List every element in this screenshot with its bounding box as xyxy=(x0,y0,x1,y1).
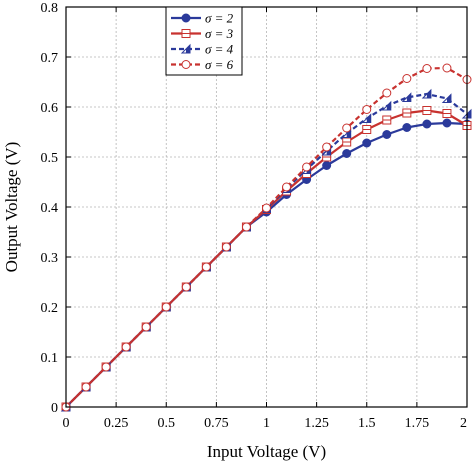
data-point xyxy=(121,342,131,352)
data-point xyxy=(302,162,312,172)
legend-entry: σ = 3 xyxy=(171,26,234,41)
x-tick-label: 1.25 xyxy=(304,416,329,431)
data-point xyxy=(402,108,412,118)
x-tick-label: 1.75 xyxy=(405,416,430,431)
legend-label: σ = 3 xyxy=(205,26,234,41)
triangle-marker-fill xyxy=(386,102,391,110)
y-tick-label: 0.7 xyxy=(41,51,59,66)
data-point xyxy=(180,43,191,54)
data-point xyxy=(322,142,332,152)
data-point xyxy=(422,64,432,73)
y-tick-label: 0.8 xyxy=(41,1,59,16)
data-point xyxy=(422,119,432,129)
data-point xyxy=(401,92,412,102)
data-point xyxy=(181,13,191,23)
series-layer xyxy=(60,63,472,412)
data-point xyxy=(381,100,392,111)
data-point xyxy=(362,125,372,134)
data-point xyxy=(161,302,171,312)
y-axis-title: Output Voltage (V) xyxy=(2,142,21,273)
data-point xyxy=(442,109,452,118)
data-point xyxy=(221,242,231,252)
data-point xyxy=(402,74,412,83)
triangle-marker-fill xyxy=(467,110,471,118)
data-point xyxy=(342,149,352,158)
data-point xyxy=(361,113,372,123)
data-point xyxy=(262,203,271,213)
y-tick-label: 0.2 xyxy=(41,301,59,316)
y-tick-label: 0.5 xyxy=(41,151,59,166)
x-axis-title: Input Voltage (V) xyxy=(207,442,326,461)
triangle-marker-fill xyxy=(426,90,431,98)
legend-entry: σ = 4 xyxy=(171,42,234,57)
y-tick-label: 0 xyxy=(51,401,58,416)
data-point xyxy=(101,362,111,372)
data-point xyxy=(442,63,452,73)
data-point xyxy=(362,138,372,148)
legend-label: σ = 6 xyxy=(205,57,234,72)
data-point xyxy=(282,182,292,192)
data-point xyxy=(181,282,191,292)
data-point xyxy=(422,106,432,115)
y-tick-label: 0.3 xyxy=(41,251,59,266)
x-tick-label: 0.25 xyxy=(104,416,129,431)
x-tick-label: 1 xyxy=(263,416,270,431)
x-tick-label: 1.5 xyxy=(358,416,376,431)
data-point xyxy=(402,123,412,132)
data-point xyxy=(342,137,352,147)
x-tick-label: 0.75 xyxy=(204,416,229,431)
data-point xyxy=(141,322,151,332)
triangle-marker-fill xyxy=(406,93,411,102)
data-point xyxy=(201,262,211,272)
legend-entry: σ = 6 xyxy=(171,57,234,72)
y-tick-label: 0.4 xyxy=(41,201,59,216)
data-point xyxy=(181,60,191,69)
legend-label: σ = 4 xyxy=(205,42,234,57)
legend-entry: σ = 2 xyxy=(171,11,234,26)
data-point xyxy=(382,115,392,125)
data-point xyxy=(441,93,452,103)
legend: σ = 2σ = 3σ = 4σ = 6 xyxy=(165,6,243,76)
data-point xyxy=(322,161,332,170)
data-point xyxy=(362,105,372,114)
data-point xyxy=(81,382,91,392)
triangle-marker-fill xyxy=(186,45,190,53)
y-tick-label: 0.6 xyxy=(41,101,59,116)
triangle-marker-fill xyxy=(346,129,351,138)
y-tick-label: 0.1 xyxy=(41,351,59,366)
data-point xyxy=(181,29,191,38)
x-tick-label: 0.5 xyxy=(158,416,176,431)
series--6 xyxy=(61,63,472,412)
triangle-marker-fill xyxy=(446,94,451,103)
triangle-marker-fill xyxy=(366,114,371,123)
data-point xyxy=(421,88,432,99)
data-point xyxy=(382,130,392,139)
x-tick-label: 0 xyxy=(63,416,70,431)
data-point xyxy=(342,123,352,133)
data-point xyxy=(241,222,251,232)
data-point xyxy=(382,88,392,98)
x-tick-label: 2 xyxy=(460,416,467,431)
legend-label: σ = 2 xyxy=(205,11,234,26)
data-point xyxy=(442,118,452,128)
